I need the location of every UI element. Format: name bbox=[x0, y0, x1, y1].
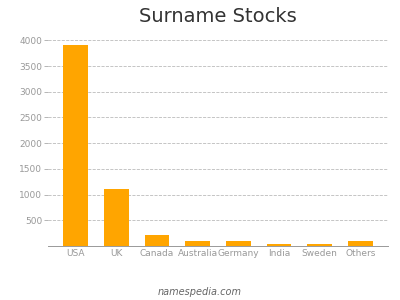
Bar bbox=[145, 236, 169, 246]
Bar bbox=[186, 241, 210, 246]
Bar bbox=[267, 244, 291, 246]
Bar bbox=[348, 241, 372, 246]
Bar bbox=[64, 45, 88, 246]
Text: namespedia.com: namespedia.com bbox=[158, 287, 242, 297]
Bar bbox=[104, 189, 128, 246]
Title: Surname Stocks: Surname Stocks bbox=[139, 7, 297, 26]
Bar bbox=[308, 244, 332, 246]
Bar bbox=[226, 242, 250, 246]
